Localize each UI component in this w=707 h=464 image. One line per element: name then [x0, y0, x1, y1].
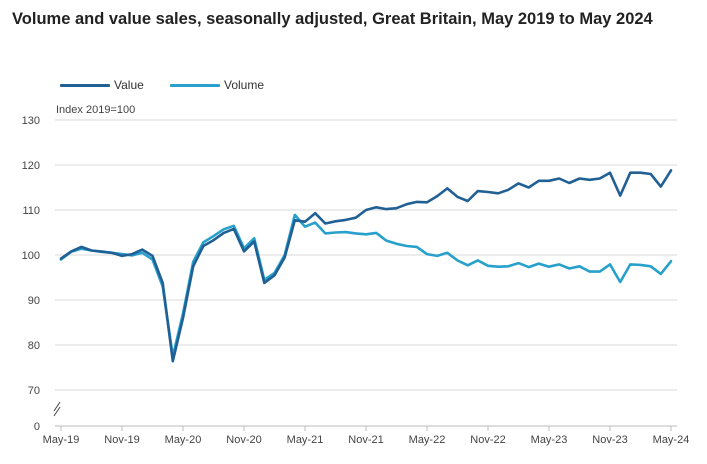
y-tick-label-70: 70 [28, 385, 40, 397]
legend-item-volume: Volume [170, 78, 264, 92]
x-tick-label-May-19: May-19 [43, 434, 80, 446]
legend-label-volume: Volume [224, 78, 265, 92]
legend-swatch-value [60, 84, 110, 88]
x-tick-label-May-24: May-24 [653, 434, 690, 446]
y-tick-label-110: 110 [22, 205, 40, 217]
y-tick-label-90: 90 [28, 295, 40, 307]
x-tick-label-Nov-22: Nov-22 [470, 434, 505, 446]
x-tick-label-Nov-23: Nov-23 [592, 434, 627, 446]
y-tick-label-80: 80 [28, 340, 40, 352]
series-line-volume [59, 213, 673, 358]
legend-label-value: Value [114, 78, 144, 92]
x-tick-label-May-21: May-21 [287, 434, 324, 446]
x-tick-label-May-22: May-22 [409, 434, 446, 446]
x-tick-label-May-23: May-23 [531, 434, 568, 446]
legend-item-value: Value [60, 78, 144, 92]
y-tick-label-0: 0 [34, 421, 40, 433]
axis-break-mark-1 [53, 401, 61, 412]
x-tick-label-Nov-19: Nov-19 [104, 434, 139, 446]
legend-swatch-volume [170, 84, 220, 88]
chart-title: Volume and value sales, seasonally adjus… [12, 10, 653, 28]
y-axis-label: Index 2019=100 [56, 104, 136, 116]
series-line-value [59, 169, 673, 363]
y-tick-label-130: 130 [22, 115, 40, 127]
y-tick-label-100: 100 [22, 250, 40, 262]
axis-break-mark-2 [53, 406, 61, 417]
y-tick-label-120: 120 [22, 160, 40, 172]
x-tick-label-Nov-21: Nov-21 [348, 434, 383, 446]
x-tick-label-May-20: May-20 [165, 434, 202, 446]
x-tick-label-Nov-20: Nov-20 [226, 434, 261, 446]
